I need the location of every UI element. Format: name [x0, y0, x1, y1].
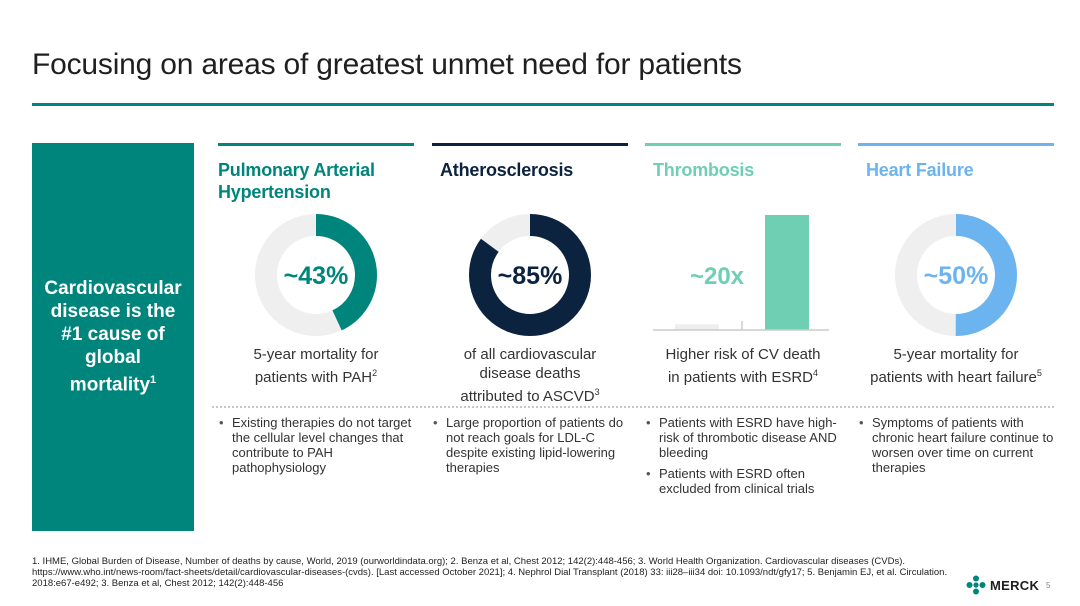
- bullet-list: Existing therapies do not target the cel…: [218, 415, 418, 481]
- footnote-ref: 5: [1036, 368, 1042, 378]
- bullet-item: Patients with ESRD often excluded from c…: [646, 466, 845, 496]
- column-pah: Pulmonary Arterial Hypertension ~43% 5-y…: [218, 143, 414, 475]
- page-number: 5: [1046, 581, 1051, 590]
- column-heading: Thrombosis: [653, 159, 754, 181]
- references-footnote: 1. IHME, Global Burden of Disease, Numbe…: [32, 556, 948, 589]
- column-heading: Heart Failure: [866, 159, 974, 181]
- key-message-panel: Cardiovascular disease is the #1 cause o…: [32, 143, 194, 531]
- bullet-item: Large proportion of patients do not reac…: [433, 415, 632, 475]
- caption-line: of all cardiovascular: [463, 346, 597, 363]
- caption-line: disease deaths: [479, 365, 581, 382]
- stat-caption: Higher risk of CV death in patients with…: [645, 345, 841, 387]
- bar-baseline-risk: [675, 324, 719, 330]
- column-heart-failure: Heart Failure ~50% 5-year mortality for …: [858, 143, 1054, 475]
- column-heading: Atherosclerosis: [440, 159, 573, 181]
- footnote-ref: 4: [813, 368, 819, 378]
- caption-line: Higher risk of CV death: [665, 346, 821, 363]
- column-thrombosis: Thrombosis ~20x Higher risk of CV death …: [645, 143, 841, 496]
- column-top-bar: [858, 143, 1054, 146]
- footnote-ref: 2: [372, 368, 378, 378]
- caption-line: in patients with ESRD: [667, 369, 814, 386]
- column-top-bar: [218, 143, 414, 146]
- pah-donut-chart: ~43%: [255, 214, 377, 336]
- stat-value: ~43%: [284, 262, 349, 290]
- bullet-item: Existing therapies do not target the cel…: [219, 415, 418, 475]
- heading-line: Atherosclerosis: [440, 160, 574, 180]
- bar-esrd-risk: [765, 215, 809, 330]
- thrombosis-bar-chart: ~20x: [653, 215, 829, 331]
- caption-line: attributed to ASCVD: [460, 388, 595, 405]
- key-message-line: disease is the: [50, 301, 176, 323]
- donut-value-arc: [255, 214, 377, 336]
- caption-line: 5-year mortality for: [253, 346, 379, 363]
- column-heading: Pulmonary Arterial Hypertension: [218, 159, 375, 203]
- donut-value-arc: [895, 214, 1017, 336]
- key-message-line: Cardiovascular: [44, 278, 182, 300]
- caption-line: patients with heart failure: [870, 369, 1037, 386]
- caption-line: patients with PAH: [254, 369, 373, 386]
- bullet-item: Symptoms of patients with chronic heart …: [859, 415, 1058, 475]
- stat-caption: of all cardiovascular disease deaths att…: [432, 345, 628, 406]
- key-message-line: global: [85, 347, 141, 369]
- footnote-ref: 3: [594, 387, 600, 397]
- key-message-line: #1 cause of: [61, 324, 165, 346]
- bullet-item: Patients with ESRD have high-risk of thr…: [646, 415, 845, 460]
- key-message-text: Cardiovascular disease is the #1 cause o…: [38, 277, 187, 396]
- heading-line: Pulmonary Arterial: [218, 160, 375, 180]
- heart-failure-donut-chart: ~50%: [895, 214, 1017, 336]
- bullet-list: Patients with ESRD have high-risk of thr…: [645, 415, 845, 502]
- page-title: Focusing on areas of greatest unmet need…: [32, 48, 742, 81]
- stat-value: ~85%: [498, 262, 563, 290]
- stat-value: ~20x: [690, 263, 745, 290]
- stat-value: ~50%: [924, 262, 989, 290]
- column-top-bar: [432, 143, 628, 146]
- caption-line: 5-year mortality for: [893, 346, 1019, 363]
- column-atherosclerosis: Atherosclerosis ~85% of all cardiovascul…: [432, 143, 628, 475]
- dotted-divider: [212, 406, 1054, 408]
- bullet-list: Large proportion of patients do not reac…: [432, 415, 632, 481]
- atherosclerosis-donut-chart: ~85%: [469, 214, 591, 336]
- heading-line: Heart Failure: [866, 160, 974, 180]
- donut-value-arc: [469, 214, 591, 336]
- merck-logo-text: MERCK: [990, 577, 1040, 593]
- heading-line: Thrombosis: [653, 160, 755, 180]
- merck-logo-icon: [966, 575, 986, 595]
- column-top-bar: [645, 143, 841, 146]
- bullet-list: Symptoms of patients with chronic heart …: [858, 415, 1058, 481]
- stat-caption: 5-year mortality for patients with PAH2: [218, 345, 414, 387]
- key-message-line: mortality: [69, 374, 151, 396]
- footnote-ref: 1: [150, 374, 157, 387]
- merck-logo: MERCK: [966, 575, 1039, 595]
- heading-line: Hypertension: [218, 182, 331, 202]
- title-divider: [32, 103, 1054, 106]
- stat-caption: 5-year mortality for patients with heart…: [858, 345, 1054, 387]
